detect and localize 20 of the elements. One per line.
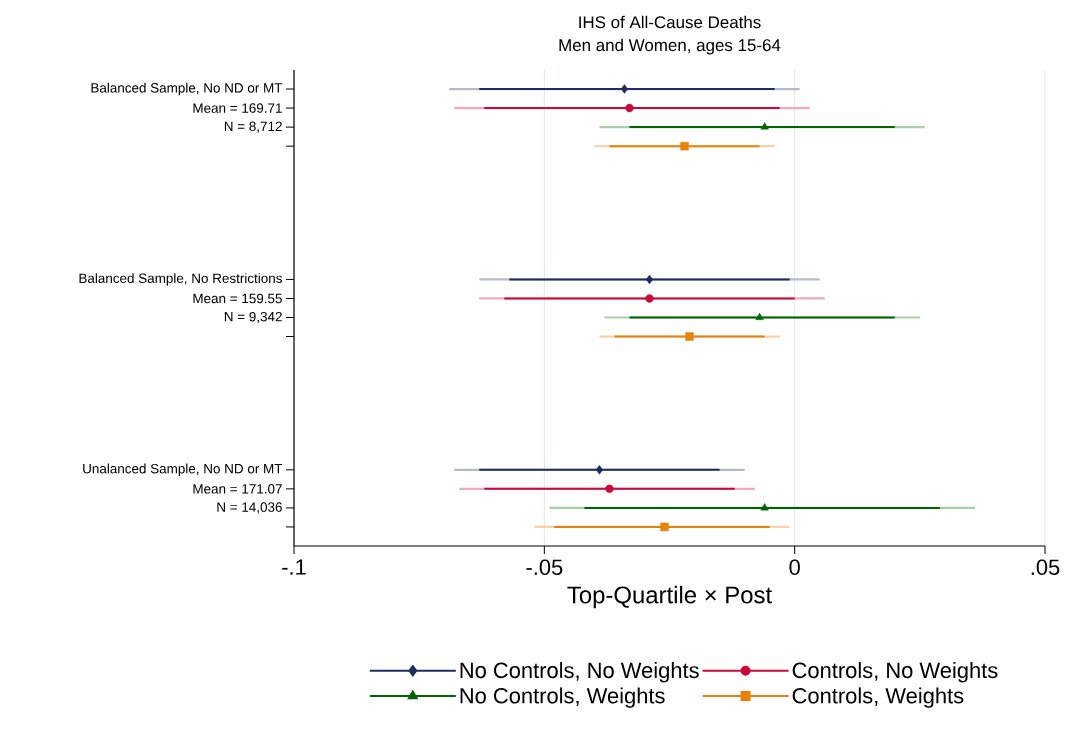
legend-label: Controls, Weights bbox=[792, 687, 964, 708]
x-tick-label: 0 bbox=[789, 559, 800, 576]
y-tick-label: N = 8,712 bbox=[224, 121, 282, 133]
y-tick-label: Mean = 159.55 bbox=[193, 293, 282, 304]
y-tick-label: Unalanced Sample, No ND or MT bbox=[83, 463, 283, 477]
chart-subtitle: Men and Women, ages 15-64 bbox=[559, 38, 781, 55]
y-tick-label: N = 14,036 bbox=[217, 502, 282, 514]
legend-label: Controls, No Weights bbox=[792, 662, 998, 683]
y-tick-label: Balanced Sample, No Restrictions bbox=[79, 273, 282, 286]
y-tick-label: N = 9,342 bbox=[224, 311, 282, 324]
y-tick-label: Mean = 169.71 bbox=[193, 103, 282, 113]
x-tick-label: -.05 bbox=[526, 559, 563, 576]
x-axis-title: Top-Quartile × Post bbox=[567, 585, 772, 609]
x-tick-label: -.1 bbox=[282, 559, 306, 575]
chart-title: IHS of All-Cause Deaths bbox=[579, 15, 761, 29]
y-tick-label: Mean = 171.07 bbox=[193, 484, 282, 494]
x-tick-label: .05 bbox=[1031, 559, 1060, 576]
legend-label: No Controls, Weights bbox=[460, 687, 665, 708]
y-tick-label: Balanced Sample, No ND or MT bbox=[91, 82, 283, 96]
legend-label: No Controls, No Weights bbox=[460, 662, 699, 683]
